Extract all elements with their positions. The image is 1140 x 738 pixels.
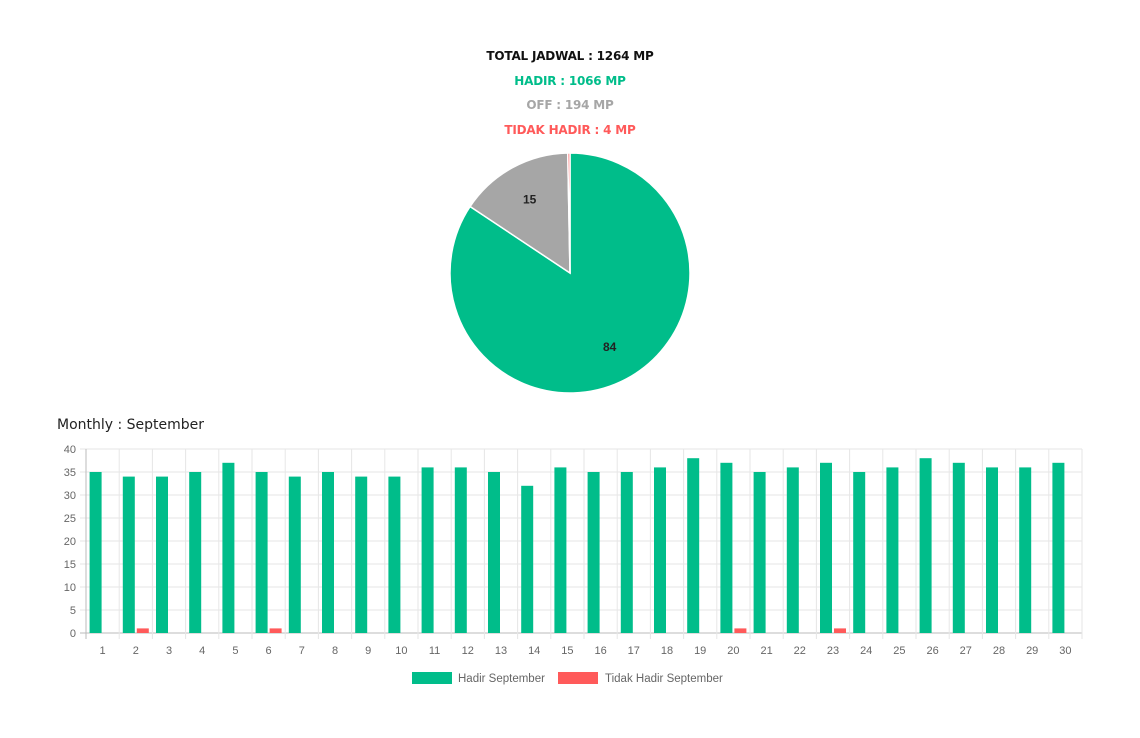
tidak-hadir-label: TIDAK HADIR : 4 MP	[504, 122, 636, 137]
legend-swatch-hadir[interactable]	[412, 672, 452, 684]
bar-hadir[interactable]	[222, 462, 235, 633]
y-tick-label: 20	[64, 536, 76, 548]
bar-hadir[interactable]	[654, 467, 666, 633]
x-tick-label: 23	[827, 645, 839, 657]
legend-label-tidak-hadir[interactable]: Tidak Hadir September	[605, 673, 723, 685]
bar-hadir[interactable]	[952, 462, 965, 633]
bar-hadir[interactable]	[122, 476, 135, 633]
pie-slice-label: 84	[603, 340, 617, 354]
pie-slice-label: 15	[523, 192, 537, 206]
bar-hadir[interactable]	[488, 472, 500, 633]
pie-slice[interactable]	[566, 152, 571, 274]
bar-hadir[interactable]	[255, 472, 268, 633]
bar-hadir[interactable]	[786, 467, 799, 633]
x-tick-label: 13	[495, 645, 507, 657]
bar-hadir[interactable]	[89, 472, 102, 633]
bar-hadir[interactable]	[853, 472, 866, 633]
bar-hadir[interactable]	[587, 472, 600, 633]
x-tick-label: 6	[266, 645, 272, 657]
bar-hadir[interactable]	[288, 476, 301, 633]
y-tick-label: 40	[64, 444, 76, 456]
x-tick-label: 17	[628, 645, 640, 657]
x-tick-label: 9	[365, 645, 371, 657]
x-tick-label: 30	[1059, 645, 1071, 657]
bar-hadir[interactable]	[454, 467, 467, 633]
legend-label-hadir[interactable]: Hadir September	[458, 673, 545, 685]
x-tick-label: 20	[727, 645, 739, 657]
x-tick-label: 16	[594, 645, 606, 657]
x-tick-label: 5	[232, 645, 238, 657]
bar-hadir[interactable]	[687, 458, 700, 633]
bar-hadir[interactable]	[1019, 467, 1032, 633]
bar-tidak-hadir[interactable]	[734, 628, 747, 633]
pie-slice[interactable]	[449, 152, 691, 394]
bar-hadir[interactable]	[986, 467, 998, 633]
y-tick-label: 15	[64, 559, 76, 571]
y-tick-label: 5	[70, 605, 76, 617]
x-tick-label: 22	[794, 645, 806, 657]
x-tick-label: 24	[860, 645, 872, 657]
bar-hadir[interactable]	[1052, 462, 1065, 633]
bar-tidak-hadir[interactable]	[269, 628, 282, 633]
y-tick-label: 25	[64, 513, 76, 525]
pie-chart: 84 15	[449, 152, 691, 394]
x-tick-label: 12	[462, 645, 474, 657]
x-tick-label: 18	[661, 645, 673, 657]
bar-hadir[interactable]	[886, 467, 899, 633]
x-tick-label: 4	[199, 645, 205, 657]
bar-hadir[interactable]	[388, 476, 401, 633]
x-tick-label: 10	[395, 645, 407, 657]
x-tick-label: 26	[926, 645, 938, 657]
x-tick-label: 29	[1026, 645, 1038, 657]
bar-hadir[interactable]	[919, 458, 932, 633]
pie-slice[interactable]	[469, 152, 571, 275]
y-tick-label: 35	[64, 467, 76, 479]
bar-tidak-hadir[interactable]	[834, 628, 846, 633]
bar-hadir[interactable]	[322, 472, 334, 633]
bar-chart-title: Monthly : September	[57, 417, 205, 433]
bar-hadir[interactable]	[753, 472, 766, 633]
x-tick-label: 8	[332, 645, 338, 657]
x-tick-label: 14	[528, 645, 540, 657]
y-tick-label: 30	[64, 490, 76, 502]
bar-hadir[interactable]	[521, 485, 534, 633]
x-tick-label: 1	[100, 645, 106, 657]
hadir-label: HADIR : 1066 MP	[514, 73, 626, 88]
bar-hadir[interactable]	[189, 472, 202, 633]
x-tick-label: 21	[760, 645, 772, 657]
x-tick-label: 25	[893, 645, 905, 657]
bar-tidak-hadir[interactable]	[136, 628, 149, 633]
y-tick-label: 10	[64, 582, 76, 594]
bar-hadir[interactable]	[156, 476, 168, 633]
x-tick-label: 7	[299, 645, 305, 657]
total-jadwal-label: TOTAL JADWAL : 1264 MP	[486, 49, 654, 63]
off-label: OFF : 194 MP	[526, 98, 614, 112]
legend-swatch-tidak-hadir[interactable]	[558, 672, 598, 684]
x-tick-label: 28	[993, 645, 1005, 657]
bar-hadir[interactable]	[421, 467, 434, 633]
y-tick-label: 0	[70, 628, 76, 640]
x-tick-label: 27	[960, 645, 972, 657]
x-tick-label: 3	[166, 645, 172, 657]
x-tick-label: 11	[429, 645, 440, 657]
bar-hadir[interactable]	[554, 467, 567, 633]
x-tick-label: 2	[133, 645, 139, 657]
bar-hadir[interactable]	[620, 472, 633, 633]
x-tick-label: 19	[694, 645, 706, 657]
bar-hadir[interactable]	[720, 462, 733, 633]
bar-hadir[interactable]	[820, 462, 832, 633]
x-tick-label: 15	[561, 645, 573, 657]
bar-hadir[interactable]	[355, 476, 368, 633]
summary-block: TOTAL JADWAL : 1264 MP HADIR : 1066 MP O…	[0, 44, 1140, 142]
